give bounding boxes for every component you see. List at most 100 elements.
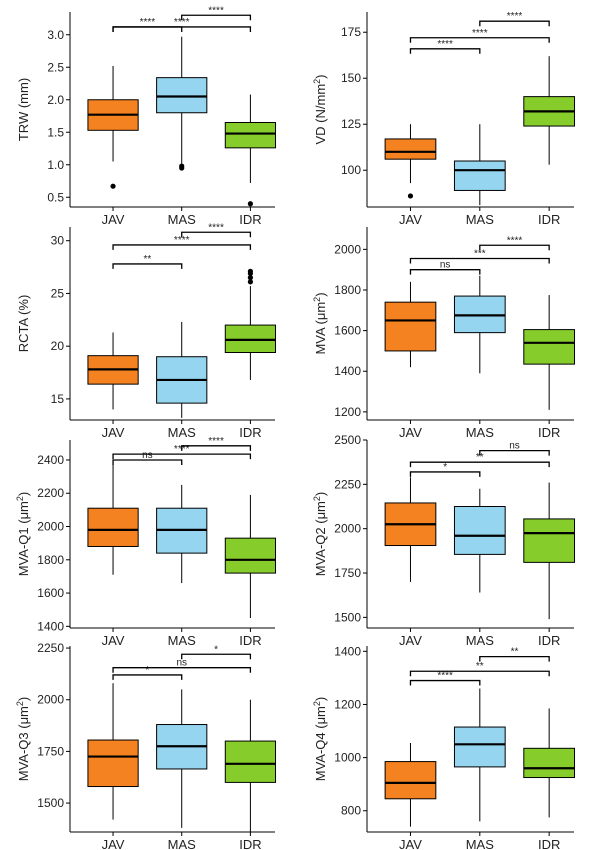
y-axis-title-superscript: 2 [312,79,322,84]
significance-bracket: ns [112,450,183,465]
significance-bracket: **** [409,671,481,686]
x-tick-label: MAS [466,425,495,440]
y-axis-title-suffix: ) [313,74,328,78]
y-axis-title-superscript: 2 [312,701,322,706]
bracket-label: **** [437,39,453,50]
box-iqr [224,740,277,783]
y-tick-label: 2.0 [47,93,64,107]
box-iqr [156,77,208,114]
x-tick-label: IDR [239,212,261,227]
y-tick-label: 1800 [37,553,64,567]
outlier-point [247,275,253,281]
panel-7: 1500 1750 2000 2250 MVA-Q3 (μm2) JAV MAS IDR * ns… [15,641,277,850]
y-tick-label: 3.0 [47,28,64,42]
significance-bracket: *** [409,248,550,264]
y-tick-label: 2000 [334,522,361,536]
y-tick-label: 1400 [334,364,361,378]
bracket-label: **** [472,28,488,39]
y-axis-title: MVA-Q3 (μm2) [15,697,31,782]
bracket-label: ns [142,450,153,461]
x-tick-label: JAV [102,212,125,227]
bracket-line [112,459,183,465]
significance-bracket: ** [409,661,550,677]
y-axis-title-main: VD (N/mm [313,84,328,145]
outlier-point [247,279,253,285]
x-tick-label: JAV [102,425,125,440]
y-tick-label: 1400 [37,619,64,633]
panel-2: 100 125 150 175 VD (N/mm2) JAV MAS IDR **** **** *… [312,11,576,227]
box-mas [156,689,208,828]
panel-6: 1500 1750 2000 2250 2500 MVA-Q2 (μm2) JAV MAS ID… [312,433,576,648]
y-tick-label: 150 [341,71,361,85]
significance-bracket: **** [112,235,252,250]
bracket-line [409,461,550,468]
significance-bracket: ns [112,658,252,673]
y-tick-label: 2000 [37,520,64,534]
y-tick-label: 2200 [37,486,64,500]
significance-bracket: **** [181,5,252,21]
bracket-line [409,257,550,264]
significance-bracket: **** [409,28,550,43]
box-iqr [523,329,576,365]
bracket-line [409,48,481,54]
significance-bracket: **** [112,17,183,32]
y-tick-label: 1.5 [47,125,64,139]
significance-bracket: * [181,644,252,660]
y-tick-label: 1600 [37,586,64,600]
bracket-line [112,667,252,673]
bracket-label: ** [511,647,519,658]
y-tick-label: 1200 [334,405,361,419]
significance-bracket: **** [409,39,481,54]
y-tick-label: 1200 [334,697,361,711]
x-tick-label: MAS [168,425,197,440]
y-tick-label: 2.5 [47,60,64,74]
bracket-line [409,471,481,477]
x-tick-label: MAS [466,212,495,227]
significance-bracket: ns [479,441,550,456]
y-axis-title-suffix: ) [16,697,31,701]
x-tick-label: MAS [168,837,197,850]
bracket-label: **** [437,671,453,682]
x-tick-label: IDR [538,212,560,227]
bracket-label: **** [507,11,523,22]
x-tick-label: JAV [102,837,125,850]
bracket-line [479,20,550,27]
outlier-point [179,163,185,169]
bracket-line [409,670,550,677]
x-tick-label: MAS [168,633,197,648]
x-tick-label: MAS [466,837,495,850]
box-iqr [453,506,506,555]
x-tick-label: JAV [399,212,422,227]
box-idr [224,268,277,380]
x-tick-label: IDR [538,425,560,440]
bracket-label: ** [476,452,484,463]
bracket-line [409,679,481,686]
box-iqr [523,518,576,563]
box-jav [384,124,437,199]
y-tick-label: 1.0 [47,158,64,172]
y-axis-title-superscript: 2 [15,496,25,501]
y-axis-title: MVA-Q1 (μm2) [15,492,31,577]
x-tick-label: IDR [538,837,560,850]
bracket-line [479,244,550,251]
significance-bracket: **** [181,222,252,238]
y-axis-title: TRW (mm) [16,78,31,141]
bracket-label: ** [143,254,151,265]
outlier-point [110,183,116,189]
y-tick-label: 25 [51,286,65,300]
box-mas [453,488,506,593]
bracket-label: ns [176,658,187,669]
y-tick-label: 1750 [37,744,64,758]
box-mas [453,688,506,822]
y-tick-label: 800 [341,804,361,818]
box-iqr [523,747,576,779]
box-iqr [384,301,437,352]
y-tick-label: 1500 [334,610,361,624]
x-tick-label: JAV [399,837,422,850]
y-axis-title-superscript: 2 [15,701,25,706]
y-tick-label: 100 [341,163,361,177]
bracket-line [181,231,252,238]
x-tick-label: IDR [239,425,261,440]
significance-bracket: **** [479,235,550,251]
